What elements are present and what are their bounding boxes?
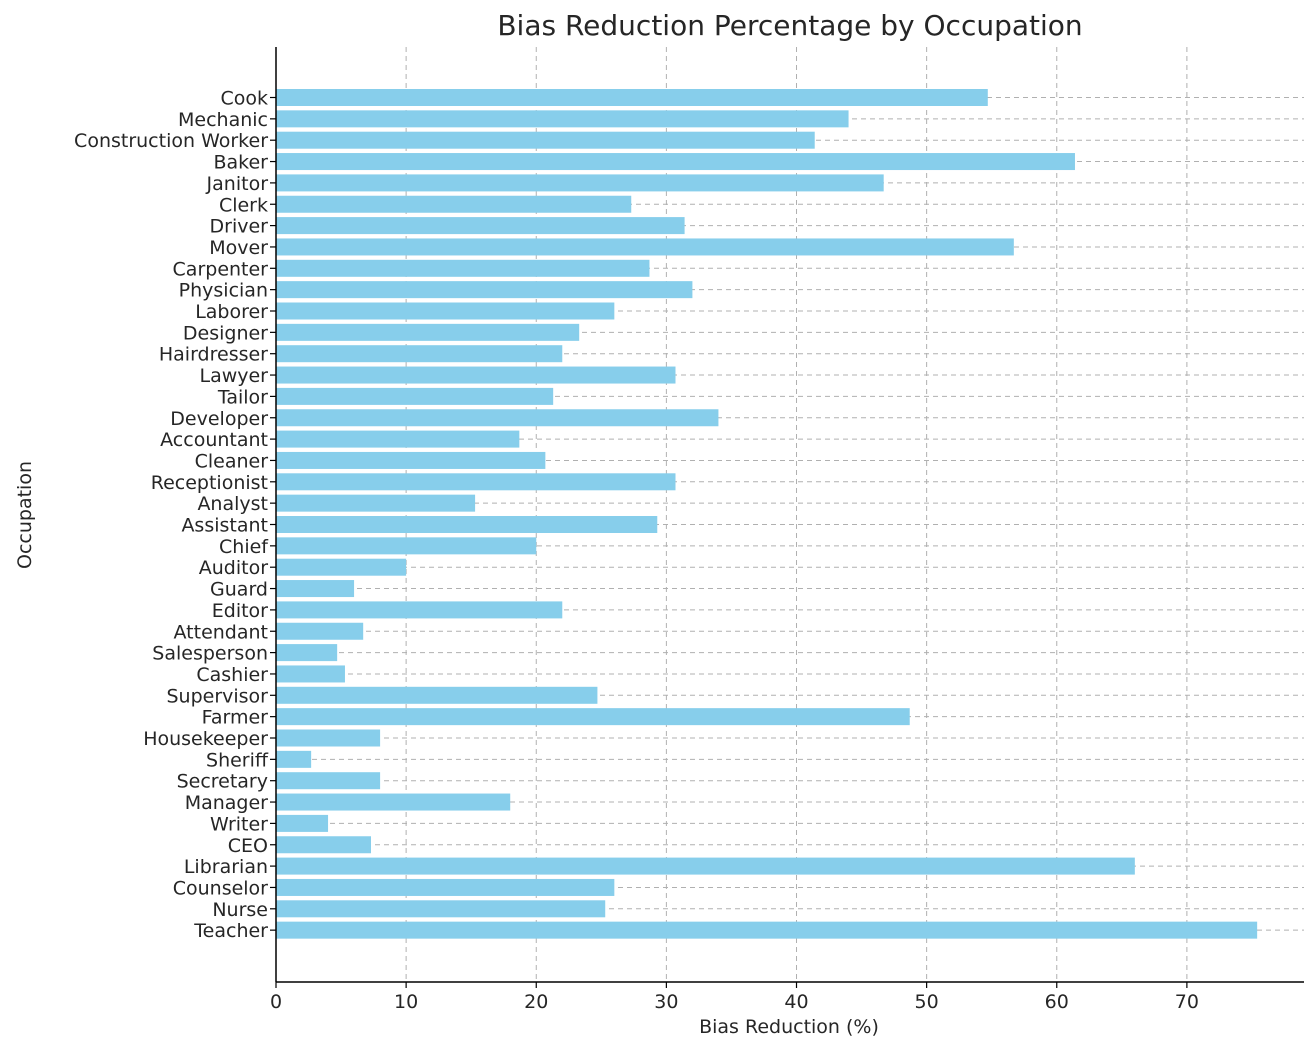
x-tick-label: 20 xyxy=(524,991,548,1013)
bar xyxy=(276,729,381,747)
bar xyxy=(276,409,719,427)
bar xyxy=(276,750,312,768)
bar xyxy=(276,387,554,405)
y-axis-label: Occupation xyxy=(14,461,36,569)
bar xyxy=(276,836,371,854)
y-tick-label: Secretary xyxy=(177,771,268,793)
x-tick-label: 30 xyxy=(654,991,678,1013)
y-tick-label: Editor xyxy=(212,600,268,622)
x-tick-label: 60 xyxy=(1045,991,1069,1013)
y-tick-label: Librarian xyxy=(184,856,268,878)
bar xyxy=(276,174,884,192)
y-tick-label: Tailor xyxy=(217,386,268,408)
bar xyxy=(276,259,650,277)
y-tick-label: Receptionist xyxy=(151,472,268,494)
y-tick-label: Mechanic xyxy=(178,109,268,131)
y-tick-label: Carpenter xyxy=(173,258,269,280)
y-tick-label: Guard xyxy=(210,579,268,601)
y-tick-label: Nurse xyxy=(212,899,268,921)
bar xyxy=(276,217,685,235)
y-tick-label: Construction Worker xyxy=(74,130,268,152)
y-tick-label: Cleaner xyxy=(195,450,269,472)
x-tick-label: 10 xyxy=(394,991,418,1013)
bar xyxy=(276,644,338,662)
x-tick-label: 0 xyxy=(270,991,282,1013)
y-tick-label: Analyst xyxy=(197,493,268,515)
y-tick-label: Housekeeper xyxy=(143,728,268,750)
y-tick-label: Sheriff xyxy=(206,749,269,771)
x-axis-label: Bias Reduction (%) xyxy=(699,1016,879,1038)
y-tick-label: Hairdresser xyxy=(159,344,268,366)
y-tick-label: Cook xyxy=(220,88,268,110)
y-tick-label: Teacher xyxy=(193,920,268,942)
bar xyxy=(276,558,407,576)
bar xyxy=(276,89,988,106)
y-tick-label: Driver xyxy=(210,216,269,238)
bar xyxy=(276,302,615,320)
y-tick-label: Salesperson xyxy=(152,643,268,665)
y-tick-label: Clerk xyxy=(219,194,268,216)
y-tick-label: Counselor xyxy=(173,877,268,899)
y-tick-label: Manager xyxy=(185,792,268,814)
y-tick-label: Janitor xyxy=(206,173,269,195)
bar xyxy=(276,451,546,469)
bar xyxy=(276,814,329,832)
bar xyxy=(276,686,598,704)
bar xyxy=(276,665,345,683)
bars xyxy=(276,89,1258,939)
bar xyxy=(276,473,676,491)
bar xyxy=(276,537,537,555)
bar xyxy=(276,900,606,918)
bar xyxy=(276,793,511,811)
y-tick-label: Cashier xyxy=(196,664,268,686)
bar xyxy=(276,153,1075,171)
bar xyxy=(276,494,476,512)
y-tick-label: Lawyer xyxy=(199,365,268,387)
bar xyxy=(276,430,520,448)
bar xyxy=(276,878,615,896)
y-tick-label: Supervisor xyxy=(166,685,268,707)
y-tick-label: Auditor xyxy=(199,557,268,579)
bar xyxy=(276,366,676,384)
y-tick-label: Mover xyxy=(209,237,268,259)
y-tick-label: Baker xyxy=(213,152,268,174)
y-tick-label: Physician xyxy=(179,280,268,302)
y-tick-label: Assistant xyxy=(181,515,268,537)
y-tick-label: Designer xyxy=(183,322,268,344)
bar xyxy=(276,772,381,790)
y-tick-label: Writer xyxy=(210,813,268,835)
bar xyxy=(276,281,693,299)
x-tick-labels: 0 10 20 30 40 50 60 70 xyxy=(270,991,1199,1013)
bar xyxy=(276,580,355,598)
bar xyxy=(276,345,563,363)
y-tick-label: Accountant xyxy=(160,429,268,451)
y-tick-label: Laborer xyxy=(195,301,268,323)
bar xyxy=(276,708,910,726)
bar xyxy=(276,516,658,533)
bar xyxy=(276,238,1014,256)
bar xyxy=(276,110,849,128)
x-tick-label: 50 xyxy=(915,991,939,1013)
y-tick-label: Attendant xyxy=(174,621,269,643)
x-tick-label: 70 xyxy=(1175,991,1199,1013)
y-tick-label: Chief xyxy=(219,536,269,558)
bar xyxy=(276,195,632,213)
bar xyxy=(276,131,815,149)
y-tick-label: CEO xyxy=(228,835,268,857)
x-tick-label: 40 xyxy=(784,991,808,1013)
y-tick-label: Developer xyxy=(170,408,268,430)
bar xyxy=(276,857,1135,875)
y-tick-label: Farmer xyxy=(202,707,269,729)
bar xyxy=(276,323,580,341)
axes xyxy=(270,47,1304,988)
bar xyxy=(276,601,563,619)
bar xyxy=(276,622,364,640)
chart-title: Bias Reduction Percentage by Occupation xyxy=(497,9,1082,42)
bar xyxy=(276,921,1258,939)
